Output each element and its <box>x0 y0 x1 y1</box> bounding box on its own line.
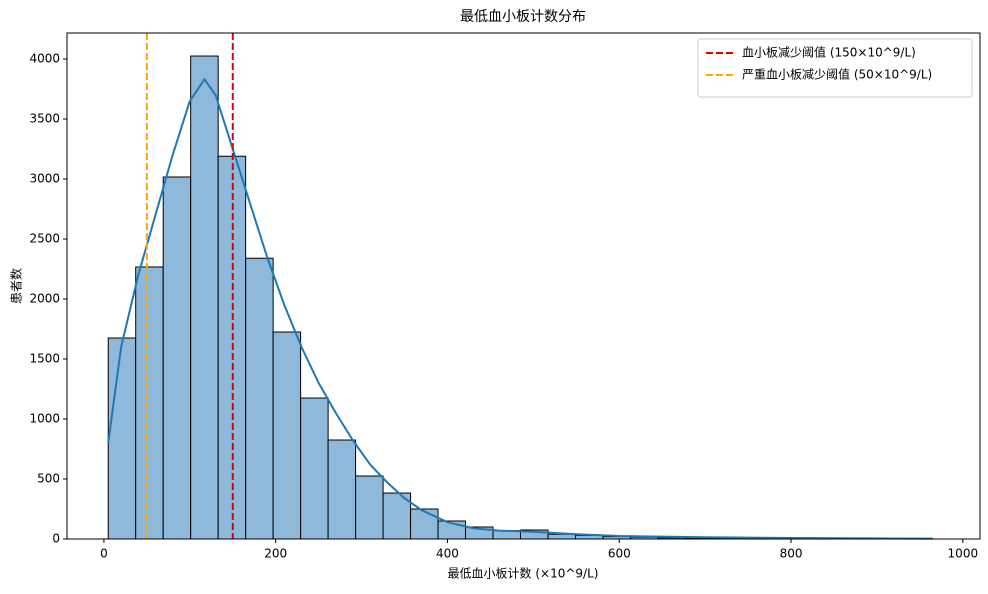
y-tick-label: 2500 <box>29 232 60 246</box>
legend-label: 血小板减少阈值 (150×10^9/L) <box>742 45 916 60</box>
bar <box>411 509 438 539</box>
y-tick-label: 3000 <box>29 172 60 186</box>
y-tick-label: 2000 <box>29 292 60 306</box>
bar <box>191 56 218 539</box>
legend: 血小板减少阈值 (150×10^9/L) 严重血小板减少阈值 (50×10^9/L… <box>698 39 972 97</box>
x-tick-label: 600 <box>608 547 631 561</box>
y-tick-label: 3500 <box>29 112 60 126</box>
y-tick-label: 500 <box>37 472 60 486</box>
bar <box>108 338 135 539</box>
y-tick-label: 1500 <box>29 352 60 366</box>
bar <box>301 398 328 539</box>
x-tick-label: 200 <box>264 547 287 561</box>
bar <box>273 332 300 539</box>
bar <box>136 267 163 539</box>
legend-label: 严重血小板减少阈值 (50×10^9/L) <box>742 67 932 82</box>
y-axis-label: 患者数 <box>9 268 24 304</box>
x-tick-label: 0 <box>100 547 108 561</box>
bar <box>356 476 383 539</box>
x-axis-label: 最低血小板计数 (×10^9/L) <box>448 566 599 581</box>
bar <box>246 258 273 539</box>
x-tick-label: 800 <box>780 547 803 561</box>
bar <box>163 177 190 539</box>
y-tick-label: 0 <box>52 532 60 546</box>
x-tick-label: 1000 <box>948 547 979 561</box>
bar <box>328 440 355 539</box>
chart-title: 最低血小板计数分布 <box>460 9 586 25</box>
x-tick-label: 400 <box>436 547 459 561</box>
y-tick-label: 1000 <box>29 412 60 426</box>
y-tick-label: 4000 <box>29 52 60 66</box>
